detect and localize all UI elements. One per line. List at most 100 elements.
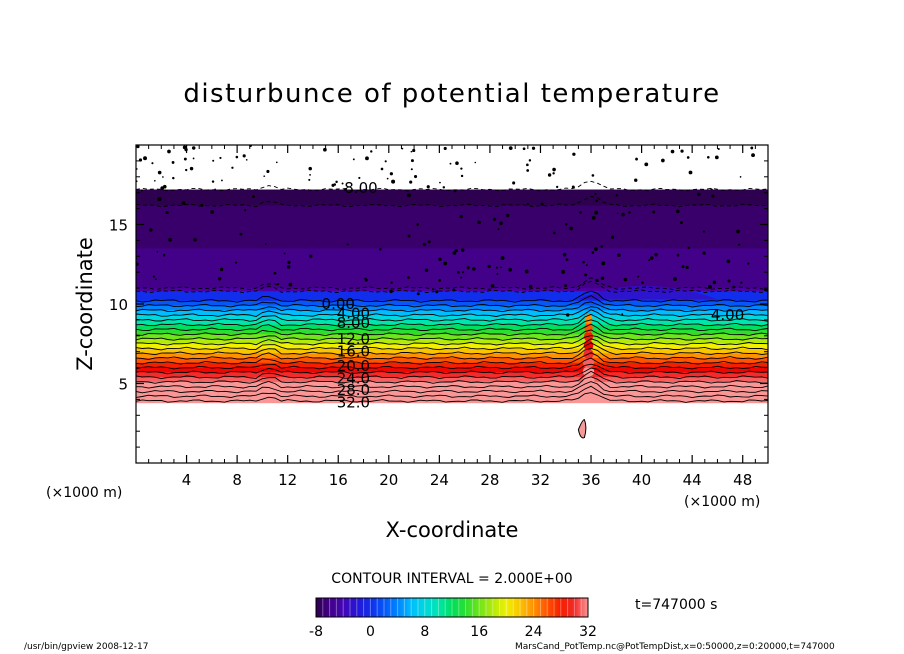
speckle	[591, 174, 595, 177]
speckle	[416, 223, 420, 226]
disturbance-cell	[582, 375, 595, 386]
speckle	[221, 179, 223, 182]
speckle	[680, 221, 683, 224]
x-axis-label: X-coordinate	[386, 518, 519, 542]
field-band	[136, 248, 768, 289]
speckle	[442, 186, 446, 189]
speckle	[552, 172, 555, 175]
field-band	[136, 372, 768, 378]
x-tick-label: 48	[733, 471, 752, 489]
speckle	[540, 202, 544, 206]
speckle	[717, 147, 720, 150]
colorbar-frame	[315, 597, 589, 618]
field-band	[136, 205, 768, 249]
speckle	[459, 214, 463, 219]
speckle	[157, 170, 162, 175]
speckle	[610, 235, 615, 239]
contour-line	[136, 196, 768, 208]
field-band	[136, 338, 768, 345]
field-band	[136, 377, 768, 383]
speckle	[615, 194, 618, 197]
contour-label: 8.00	[337, 314, 370, 332]
speckle	[283, 252, 286, 255]
speckle	[182, 145, 187, 150]
contour-line	[136, 381, 768, 394]
speckle	[181, 201, 186, 205]
speckle	[287, 260, 291, 264]
contour-speckles	[136, 145, 767, 317]
speckle	[571, 185, 575, 189]
speckle	[341, 182, 344, 185]
speckle	[154, 278, 157, 281]
speckle	[265, 243, 267, 245]
contour-label: 8.00	[344, 179, 377, 197]
speckle	[266, 169, 270, 174]
speckle	[670, 149, 675, 154]
speckle	[732, 285, 736, 289]
x-unit-left: (×1000 m)	[46, 485, 122, 501]
contour-label: 16.0	[337, 343, 370, 361]
speckle	[508, 267, 513, 272]
field-band	[136, 300, 768, 307]
speckle	[210, 210, 215, 214]
speckle	[219, 267, 224, 272]
y-axis-ticks: 5 10 15	[109, 160, 768, 448]
speckle	[524, 269, 529, 274]
speckle	[601, 261, 606, 266]
speckle	[487, 264, 491, 269]
speckle	[635, 157, 638, 161]
speckle	[365, 156, 369, 161]
contour-label: 32.0	[337, 394, 370, 412]
speckle	[702, 230, 705, 233]
speckle	[409, 180, 413, 184]
speckle	[308, 178, 311, 181]
field-band	[136, 358, 768, 364]
contour-line	[136, 313, 768, 327]
field-band	[136, 305, 768, 311]
speckle	[277, 283, 280, 286]
speckle	[160, 186, 165, 190]
speckle	[416, 292, 420, 296]
speckle	[200, 203, 204, 207]
speckle	[407, 193, 411, 198]
speckle	[449, 162, 452, 165]
speckle	[697, 192, 701, 196]
speckle	[490, 284, 495, 288]
contour-line	[136, 323, 768, 337]
field-band	[136, 386, 768, 393]
speckle	[172, 176, 175, 180]
x-tick-label: 8	[232, 471, 242, 489]
speckle	[386, 177, 389, 180]
speckle	[217, 277, 222, 281]
x-tick-label: 20	[379, 471, 398, 489]
speckle	[584, 273, 588, 277]
speckle	[672, 276, 677, 281]
speckle	[493, 217, 497, 221]
speckle	[410, 168, 413, 171]
speckle	[711, 188, 713, 191]
field-band	[136, 362, 768, 369]
speckle	[453, 189, 457, 193]
speckle	[438, 257, 442, 261]
x-tick-label: 36	[581, 471, 600, 489]
contour-line	[136, 342, 768, 356]
speckle	[477, 220, 481, 225]
speckle	[747, 262, 750, 265]
speckle	[566, 313, 570, 317]
contour-labels: 8.000.004.008.0012.016.020.024.028.032.0…	[322, 179, 745, 412]
speckle	[140, 189, 144, 192]
field-band	[136, 324, 768, 331]
speckle	[384, 160, 387, 163]
colorbar-tick-label: 8	[420, 624, 429, 640]
speckle	[286, 265, 291, 269]
speckle	[738, 243, 741, 246]
speckle	[555, 185, 559, 189]
speckle	[714, 155, 719, 160]
speckle	[496, 273, 499, 276]
speckle	[680, 149, 684, 153]
x-tick-label: 24	[430, 471, 449, 489]
speckle	[661, 158, 665, 163]
field-band	[136, 189, 768, 207]
colorbar-segments	[322, 598, 582, 617]
speckle	[456, 270, 460, 274]
